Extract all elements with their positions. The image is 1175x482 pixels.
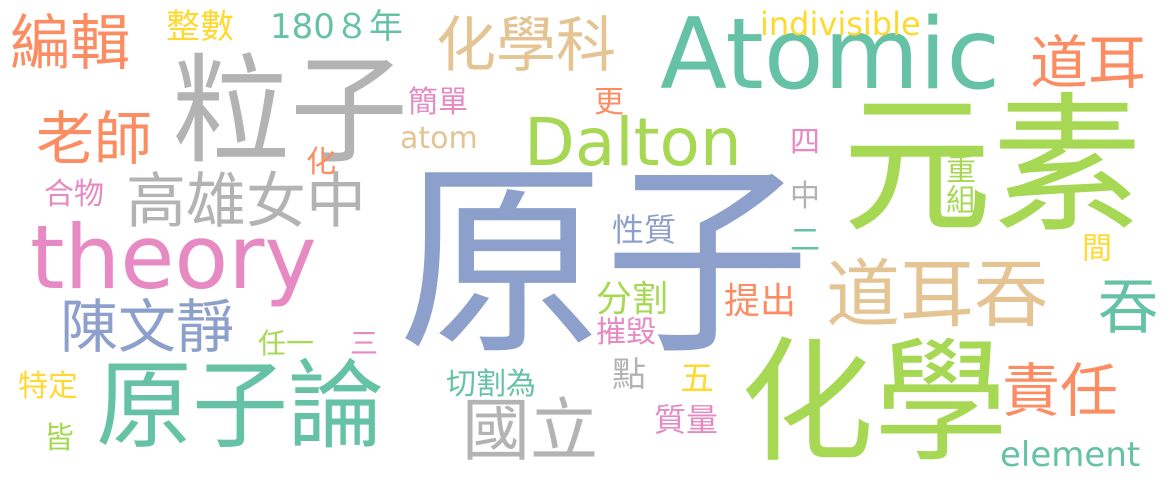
word-qiegewei: 切割為 xyxy=(446,367,536,402)
word-dian: 點 xyxy=(612,355,646,395)
word-guoli: 國立 xyxy=(462,392,599,471)
word-atomic: Atomic xyxy=(660,0,1001,112)
word-jian: 間 xyxy=(1076,232,1111,262)
word-yuansu: 元素 xyxy=(842,80,1143,254)
word-cuihui: 摧毀 xyxy=(596,315,656,350)
word-er: 二 xyxy=(790,223,820,258)
word-jie: 皆 xyxy=(44,421,74,456)
word-tedding: 特定 xyxy=(18,369,78,404)
word-renyi: 任一 xyxy=(258,327,315,360)
word-daoer: 道耳 xyxy=(1030,29,1147,97)
word-jiandan: 簡單 xyxy=(408,85,468,120)
word-zhongzu: 重組 xyxy=(940,154,975,214)
word-lizi: 粒子 xyxy=(172,42,409,180)
word-element: element xyxy=(1000,435,1141,475)
word-huaxue: 化學 xyxy=(740,325,1009,481)
word-zeren: 責任 xyxy=(1002,357,1119,425)
word-yuanzi: 原子 xyxy=(398,143,811,383)
word-tun: 吞 xyxy=(1098,273,1158,343)
word-zhengshu: 整數 xyxy=(166,7,234,47)
word-hua: 化 xyxy=(306,145,336,180)
word-geng: 更 xyxy=(594,85,624,120)
word-si: 四 xyxy=(790,125,820,160)
word-wu: 五 xyxy=(680,359,714,399)
word-zhong: 中 xyxy=(790,179,820,214)
word-san: 三 xyxy=(350,327,379,360)
word-fenge: 分割 xyxy=(596,279,669,320)
word-chenwenjing: 陳文靜 xyxy=(60,293,235,361)
word-1808: 180８年 xyxy=(270,7,403,47)
word-hewu: 合物 xyxy=(44,177,104,212)
word-yuanzilun: 原子論 xyxy=(96,350,384,462)
word-indivisible: indivisible xyxy=(760,5,921,43)
word-gaoxiong: 高雄女中 xyxy=(126,167,366,237)
word-zhiliang: 質量 xyxy=(654,401,719,439)
word-laoshi: 老師 xyxy=(36,105,153,173)
word-atom: atom xyxy=(400,121,478,156)
word-daoertun: 道耳吞 xyxy=(826,252,1048,338)
word-dalton: Dalton xyxy=(524,104,742,181)
word-xingzhi: 性質 xyxy=(612,211,677,249)
word-tichu: 提出 xyxy=(724,281,797,322)
word-bianji: 編輯 xyxy=(10,9,130,79)
word-theory: theory xyxy=(30,206,317,309)
word-huaxueke: 化學科 xyxy=(436,11,616,81)
